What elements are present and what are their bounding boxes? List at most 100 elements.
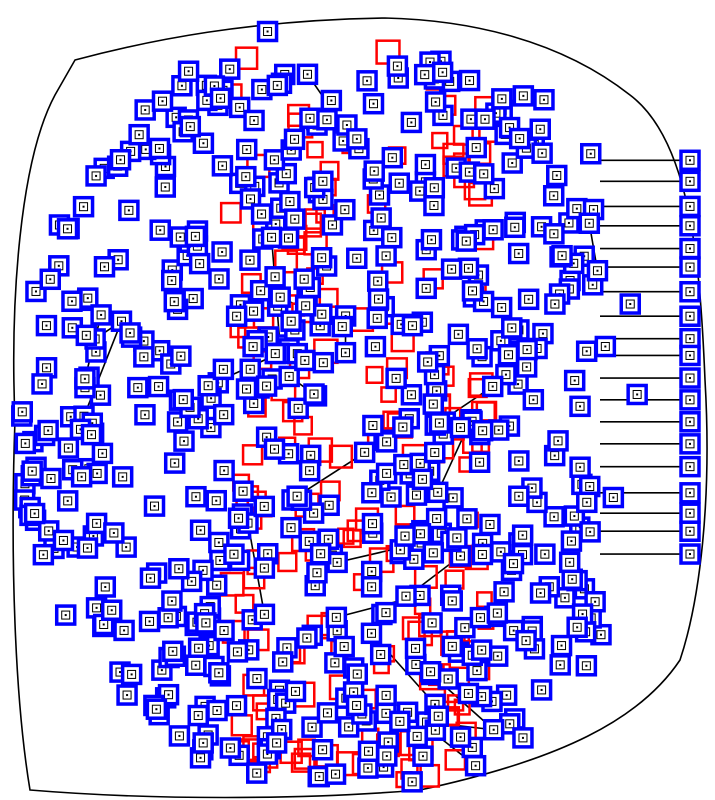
blue-node xyxy=(546,295,564,313)
blue-node xyxy=(360,742,378,760)
node-dot xyxy=(316,572,318,574)
blue-node xyxy=(582,145,600,163)
node-dot xyxy=(45,325,47,327)
blue-node xyxy=(163,592,181,610)
blue-node xyxy=(377,604,395,622)
node-dot xyxy=(370,632,372,634)
node-dot xyxy=(518,253,520,255)
node-dot xyxy=(131,673,133,675)
node-dot xyxy=(689,315,691,317)
node-dot xyxy=(526,349,528,351)
node-dot xyxy=(385,255,387,257)
blue-node xyxy=(370,290,388,308)
blue-node xyxy=(493,90,511,108)
blue-node xyxy=(266,268,284,286)
page: (() => { const data = JSON.parse(documen… xyxy=(0,0,715,800)
blue-node xyxy=(96,578,114,596)
node-dot xyxy=(326,119,328,121)
blue-node xyxy=(531,120,549,138)
node-dot xyxy=(236,705,238,707)
node-dot xyxy=(200,757,202,759)
node-dot xyxy=(267,31,269,33)
node-dot xyxy=(553,195,555,197)
blue-node xyxy=(581,523,599,541)
node-dot xyxy=(373,229,375,231)
node-dot xyxy=(379,194,381,196)
node-dot xyxy=(206,99,208,101)
blue-node xyxy=(228,643,246,661)
blue-node xyxy=(503,319,521,337)
blue-node xyxy=(363,484,381,502)
node-dot xyxy=(689,291,691,293)
node-dot xyxy=(475,765,477,767)
node-dot xyxy=(276,742,278,744)
blue-node xyxy=(536,545,554,563)
blue-node xyxy=(118,686,136,704)
node-dot xyxy=(120,320,122,322)
blue-node xyxy=(312,545,330,563)
node-dot xyxy=(604,346,606,348)
node-dot xyxy=(568,222,570,224)
node-dot xyxy=(479,461,481,463)
node-dot xyxy=(144,109,146,111)
node-dot xyxy=(246,149,248,151)
blue-node xyxy=(213,243,231,261)
node-dot xyxy=(327,538,329,540)
blue-node xyxy=(296,351,314,369)
node-dot xyxy=(460,736,462,738)
node-dot xyxy=(263,613,265,615)
node-dot xyxy=(183,440,185,442)
blue-node xyxy=(471,453,489,471)
node-dot xyxy=(689,421,691,423)
blue-node xyxy=(372,209,390,227)
node-dot xyxy=(159,350,161,352)
node-dot xyxy=(476,348,478,350)
blue-node xyxy=(286,210,304,228)
node-dot xyxy=(553,233,555,235)
blue-node xyxy=(348,696,366,714)
node-dot xyxy=(222,368,224,370)
node-dot xyxy=(297,407,299,409)
node-dot xyxy=(689,205,691,207)
node-dot xyxy=(41,383,43,385)
node-dot xyxy=(467,692,469,694)
blue-node xyxy=(255,605,273,623)
blue-node xyxy=(403,773,421,791)
node-dot xyxy=(433,187,435,189)
node-dot xyxy=(464,627,466,629)
node-dot xyxy=(260,290,262,292)
node-dot xyxy=(492,385,494,387)
node-dot xyxy=(195,496,197,498)
node-dot xyxy=(81,476,83,478)
node-dot xyxy=(468,171,470,173)
node-dot xyxy=(173,301,175,303)
blue-node xyxy=(73,468,91,486)
node-dot xyxy=(433,205,435,207)
node-dot xyxy=(31,470,33,472)
blue-node xyxy=(286,130,304,148)
blue-node xyxy=(112,151,130,169)
blue-node xyxy=(681,217,699,235)
node-dot xyxy=(122,476,124,478)
node-dot xyxy=(574,380,576,382)
blue-node xyxy=(681,522,699,540)
blue-node xyxy=(225,545,243,563)
blue-node xyxy=(244,338,262,356)
blue-node xyxy=(571,458,589,476)
blue-node xyxy=(362,624,380,642)
blue-node xyxy=(484,377,502,395)
node-dot xyxy=(579,405,581,407)
node-dot xyxy=(636,393,638,395)
node-dot xyxy=(416,735,418,737)
blue-node xyxy=(318,704,336,722)
blue-node xyxy=(533,144,551,162)
blue-node xyxy=(423,614,441,632)
blue-node xyxy=(681,258,699,276)
blue-node xyxy=(153,92,171,110)
node-dot xyxy=(273,448,275,450)
node-dot xyxy=(182,399,184,401)
blue-node xyxy=(476,110,494,128)
node-dot xyxy=(158,386,160,388)
node-dot xyxy=(437,491,439,493)
node-dot xyxy=(145,148,147,150)
